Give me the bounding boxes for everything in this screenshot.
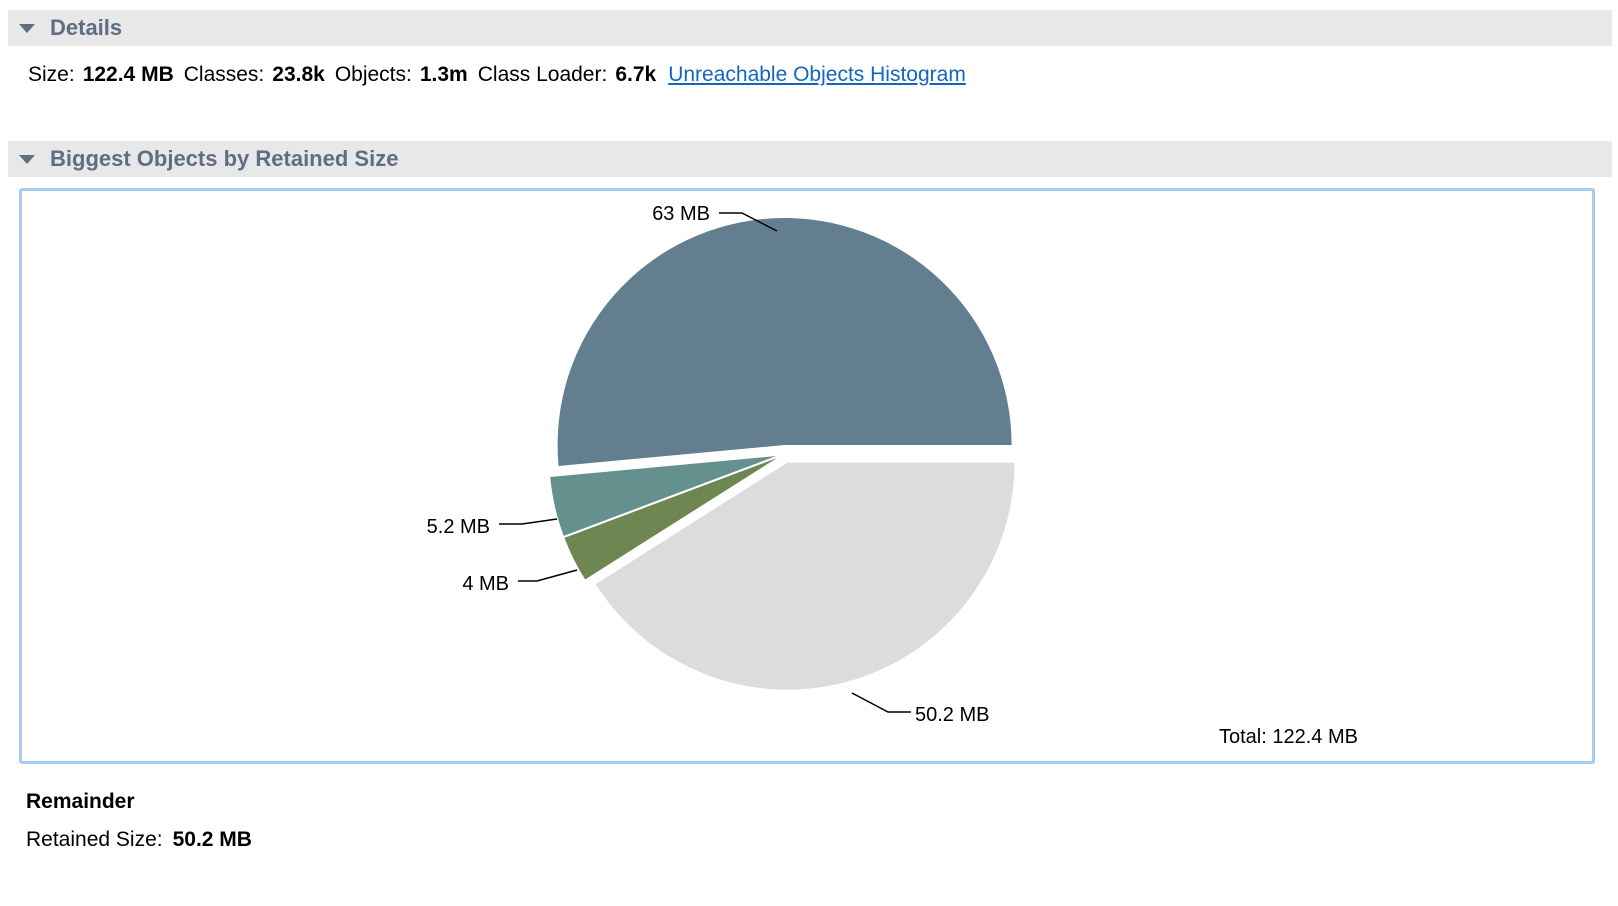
details-section-header[interactable]: Details	[8, 10, 1612, 46]
classes-label: Classes:	[183, 63, 265, 86]
pie-slice-4[interactable]	[595, 462, 1015, 690]
pie-chart-panel[interactable]: 63 MB 5.2 MB 4 MB 50.2 MB Total: 122.4 MB	[19, 188, 1595, 764]
retained-size-value: 50.2 MB	[172, 828, 252, 851]
slice-label-leader-line	[499, 518, 558, 525]
slice-label-leader-line	[719, 212, 778, 232]
collapse-triangle-icon[interactable]	[19, 23, 35, 33]
slice-value-label: 4 MB	[462, 573, 509, 595]
slice-value-label: 5.2 MB	[427, 516, 490, 538]
unreachable-histogram-link[interactable]: Unreachable Objects Histogram	[668, 63, 966, 86]
biggest-objects-section-header[interactable]: Biggest Objects by Retained Size	[8, 141, 1612, 177]
selection-details: Retained Size: 50.2 MB	[26, 828, 252, 852]
details-title: Details	[50, 15, 123, 40]
classes-value: 23.8k	[272, 63, 325, 86]
collapse-triangle-icon[interactable]	[19, 154, 35, 164]
size-value: 122.4 MB	[82, 63, 174, 86]
pie-total-label: Total: 122.4 MB	[1219, 726, 1358, 748]
classloader-value: 6.7k	[615, 63, 657, 86]
slice-label-leader-line	[518, 569, 578, 582]
selection-title: Remainder	[26, 790, 135, 813]
slice-value-label: 63 MB	[652, 203, 710, 225]
size-label: Size:	[28, 63, 75, 86]
pie-chart[interactable]: 63 MB 5.2 MB 4 MB 50.2 MB Total: 122.4 MB	[22, 191, 1592, 761]
retained-size-label: Retained Size:	[26, 828, 163, 851]
objects-value: 1.3m	[419, 63, 468, 86]
details-summary: Size: 122.4 MB Classes: 23.8k Objects: 1…	[28, 60, 966, 90]
objects-label: Objects:	[334, 63, 412, 86]
classloader-label: Class Loader:	[477, 63, 608, 86]
slice-label-leader-line	[851, 692, 911, 713]
pie-slice-2[interactable]	[550, 456, 777, 536]
biggest-objects-title: Biggest Objects by Retained Size	[50, 146, 399, 171]
pie-slice-3[interactable]	[564, 458, 777, 580]
slice-value-label: 50.2 MB	[915, 704, 989, 726]
pie-slice-1[interactable]	[557, 218, 1012, 466]
